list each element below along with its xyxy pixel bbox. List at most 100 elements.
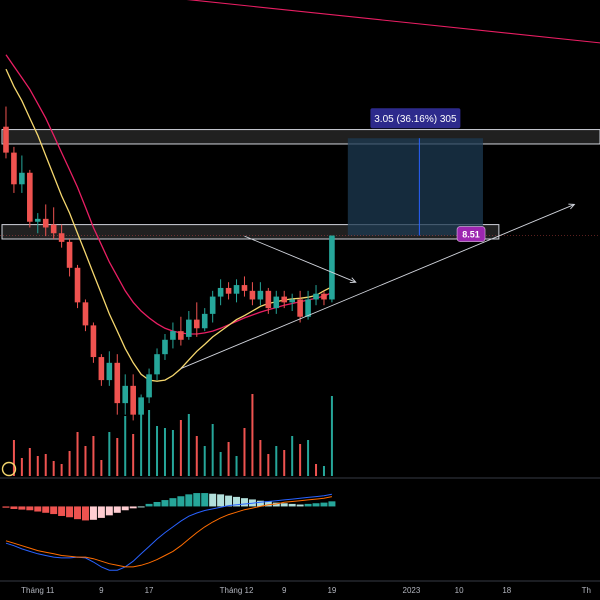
candle: [297, 290, 303, 323]
macd-histogram-bar: [18, 506, 26, 510]
trendlines[interactable]: [180, 0, 600, 369]
price-label-text: 8.51: [462, 230, 480, 240]
volume-bar: [163, 428, 166, 476]
macd-histogram-bar: [97, 506, 105, 518]
candle: [42, 204, 49, 237]
candle-body: [11, 152, 17, 185]
macd-histogram-bar: [320, 502, 328, 507]
volume-bar: [171, 430, 174, 476]
macd-histogram-bar: [272, 502, 280, 507]
macd-histogram-bar: [201, 493, 209, 507]
candle-body: [146, 374, 152, 398]
macd-histogram-bar: [26, 506, 34, 511]
candle-body: [289, 299, 295, 303]
candle: [58, 224, 65, 248]
candle-body: [241, 285, 248, 291]
macd-histogram-bar: [74, 506, 82, 520]
trendline-support-arrow: [180, 204, 575, 369]
volume-bar: [307, 440, 310, 476]
macd-histogram-bar: [137, 506, 145, 508]
candle: [66, 239, 73, 277]
candle-body: [193, 319, 200, 329]
volume-bar: [140, 408, 143, 476]
macd-histogram-bar: [161, 500, 169, 507]
macd-pane: [2, 493, 336, 571]
volume-bar: [179, 420, 182, 476]
macd-histogram-bar: [34, 506, 42, 512]
candle-body: [154, 354, 160, 375]
volume-bar: [156, 426, 159, 476]
candle-body: [186, 319, 192, 337]
volume-bar: [267, 454, 270, 476]
volume-bar: [108, 432, 111, 476]
candle: [186, 310, 192, 340]
volume-bar: [28, 448, 31, 476]
volume-bar: [100, 460, 103, 476]
candle-body: [225, 287, 232, 294]
macd-histogram-bar: [89, 506, 97, 520]
volume-bar: [251, 394, 254, 476]
candle-body: [106, 362, 113, 381]
macd-histogram-bar: [209, 493, 217, 507]
measure-label-background: [370, 108, 461, 129]
price-range-measure: [347, 138, 483, 236]
macd-histogram-bar: [10, 506, 18, 509]
macd-histogram-bar: [169, 498, 177, 507]
candle: [50, 207, 57, 239]
measure-label-text: 3.05 (36.16%) 305: [374, 114, 457, 125]
macd-histogram-bar: [264, 501, 272, 507]
candle: [34, 213, 41, 234]
price-zone: [1, 129, 600, 145]
time-axis-label: 19: [327, 586, 336, 595]
volume-bars: [12, 394, 333, 476]
arrow-head-icon: [568, 203, 576, 210]
trendline-resistance-arrow: [244, 235, 356, 283]
candle: [321, 290, 327, 306]
candle-body: [249, 290, 256, 300]
volume-bar: [322, 466, 325, 476]
candle-body: [42, 218, 49, 228]
measure-label: 3.05 (36.16%) 305: [370, 108, 461, 129]
measure-box[interactable]: [347, 138, 483, 236]
macd-histogram-bar: [288, 503, 296, 507]
macd-histogram-bar: [312, 503, 320, 507]
time-axis-label: 10: [455, 586, 464, 595]
candle-body: [321, 293, 327, 300]
macd-histogram-bar: [113, 506, 121, 513]
candle: [98, 354, 105, 386]
volume-bar: [330, 396, 333, 476]
volume-marker: [1, 461, 17, 477]
volume-bar: [124, 416, 127, 476]
candle: [130, 374, 136, 421]
volume-bar: [315, 464, 318, 476]
candle: [257, 282, 264, 306]
candle: [122, 374, 129, 415]
volume-bar: [92, 436, 95, 476]
macd-histogram-bar: [145, 503, 153, 507]
volume-bar: [36, 456, 39, 476]
macd-line: [5, 493, 332, 571]
candle: [305, 290, 311, 320]
volume-bar: [275, 446, 278, 476]
time-axis-label: Tháng 11: [21, 586, 55, 595]
macd-histogram-bar: [296, 504, 304, 507]
candle-body: [281, 296, 288, 303]
candle-body: [170, 331, 176, 340]
time-axis[interactable]: Tháng 11 9 17 Tháng 12 9 19 2023 10 18 T…: [21, 586, 591, 595]
candle: [82, 299, 89, 332]
volume-bar: [211, 424, 214, 476]
volume-bar: [219, 452, 222, 476]
volume-bar: [60, 464, 63, 476]
candle-body: [233, 285, 240, 294]
macd-histogram-bar: [81, 506, 89, 521]
price-label: 8.51: [456, 226, 486, 242]
candlesticks: [3, 106, 335, 427]
macd-histogram-bar: [225, 495, 233, 507]
candle-body: [162, 339, 168, 355]
volume-bar: [20, 458, 23, 476]
candle-body: [66, 241, 73, 268]
candle-body: [122, 385, 129, 404]
macd-histogram-bar: [121, 506, 129, 511]
volume-bar: [235, 456, 238, 476]
